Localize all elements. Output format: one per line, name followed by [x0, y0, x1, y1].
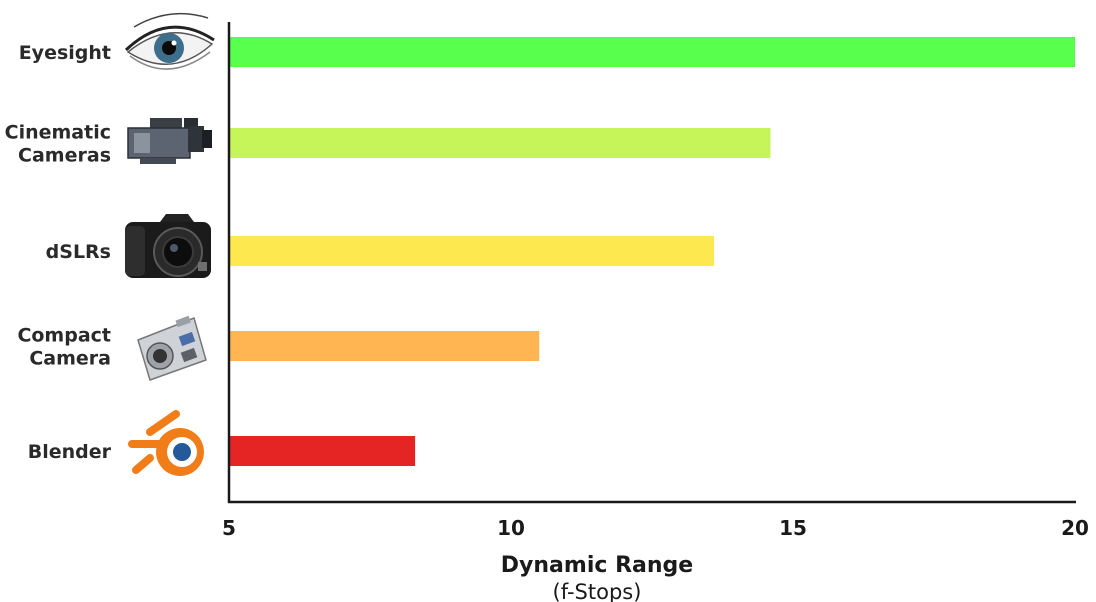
- x-axis-sublabel: (f-Stops): [553, 580, 642, 602]
- compact-camera-icon: [137, 315, 207, 381]
- category-label: Blender: [28, 441, 112, 463]
- category-icons: [124, 12, 215, 476]
- category-label: Cinematic Cameras: [5, 122, 111, 167]
- x-tick-labels: 5 10 15 20: [222, 516, 1089, 540]
- x-tick-label: 10: [497, 516, 525, 540]
- category-label: Eyesight: [19, 42, 111, 64]
- dslr-camera-icon: [125, 214, 211, 278]
- x-axis-label: Dynamic Range: [501, 553, 693, 578]
- bar-1: [230, 37, 1075, 67]
- cinema-camera-icon: [127, 118, 212, 164]
- category-label: Compact Camera: [17, 325, 111, 370]
- bar-2: [230, 128, 771, 158]
- x-tick-label: 20: [1061, 516, 1089, 540]
- bar-3: [230, 236, 715, 266]
- bars: [230, 37, 1075, 466]
- x-tick-label: 5: [222, 516, 236, 540]
- category-label: dSLRs: [46, 241, 111, 263]
- eye-icon: [124, 12, 215, 70]
- blender-logo-icon: [128, 410, 204, 476]
- bar-5: [230, 436, 416, 466]
- bar-4: [230, 331, 540, 361]
- x-tick-label: 15: [779, 516, 807, 540]
- category-labels: Eyesight Cinematic Cameras dSLRs Compact Came…: [5, 42, 112, 463]
